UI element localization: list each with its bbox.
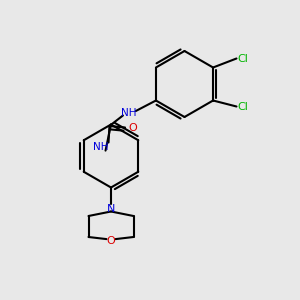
- Text: NH: NH: [93, 142, 108, 152]
- Text: O: O: [106, 236, 116, 247]
- Text: NH: NH: [121, 107, 137, 118]
- Text: N: N: [107, 203, 115, 214]
- Text: Cl: Cl: [238, 101, 248, 112]
- Text: Cl: Cl: [238, 53, 248, 64]
- Text: O: O: [128, 122, 137, 133]
